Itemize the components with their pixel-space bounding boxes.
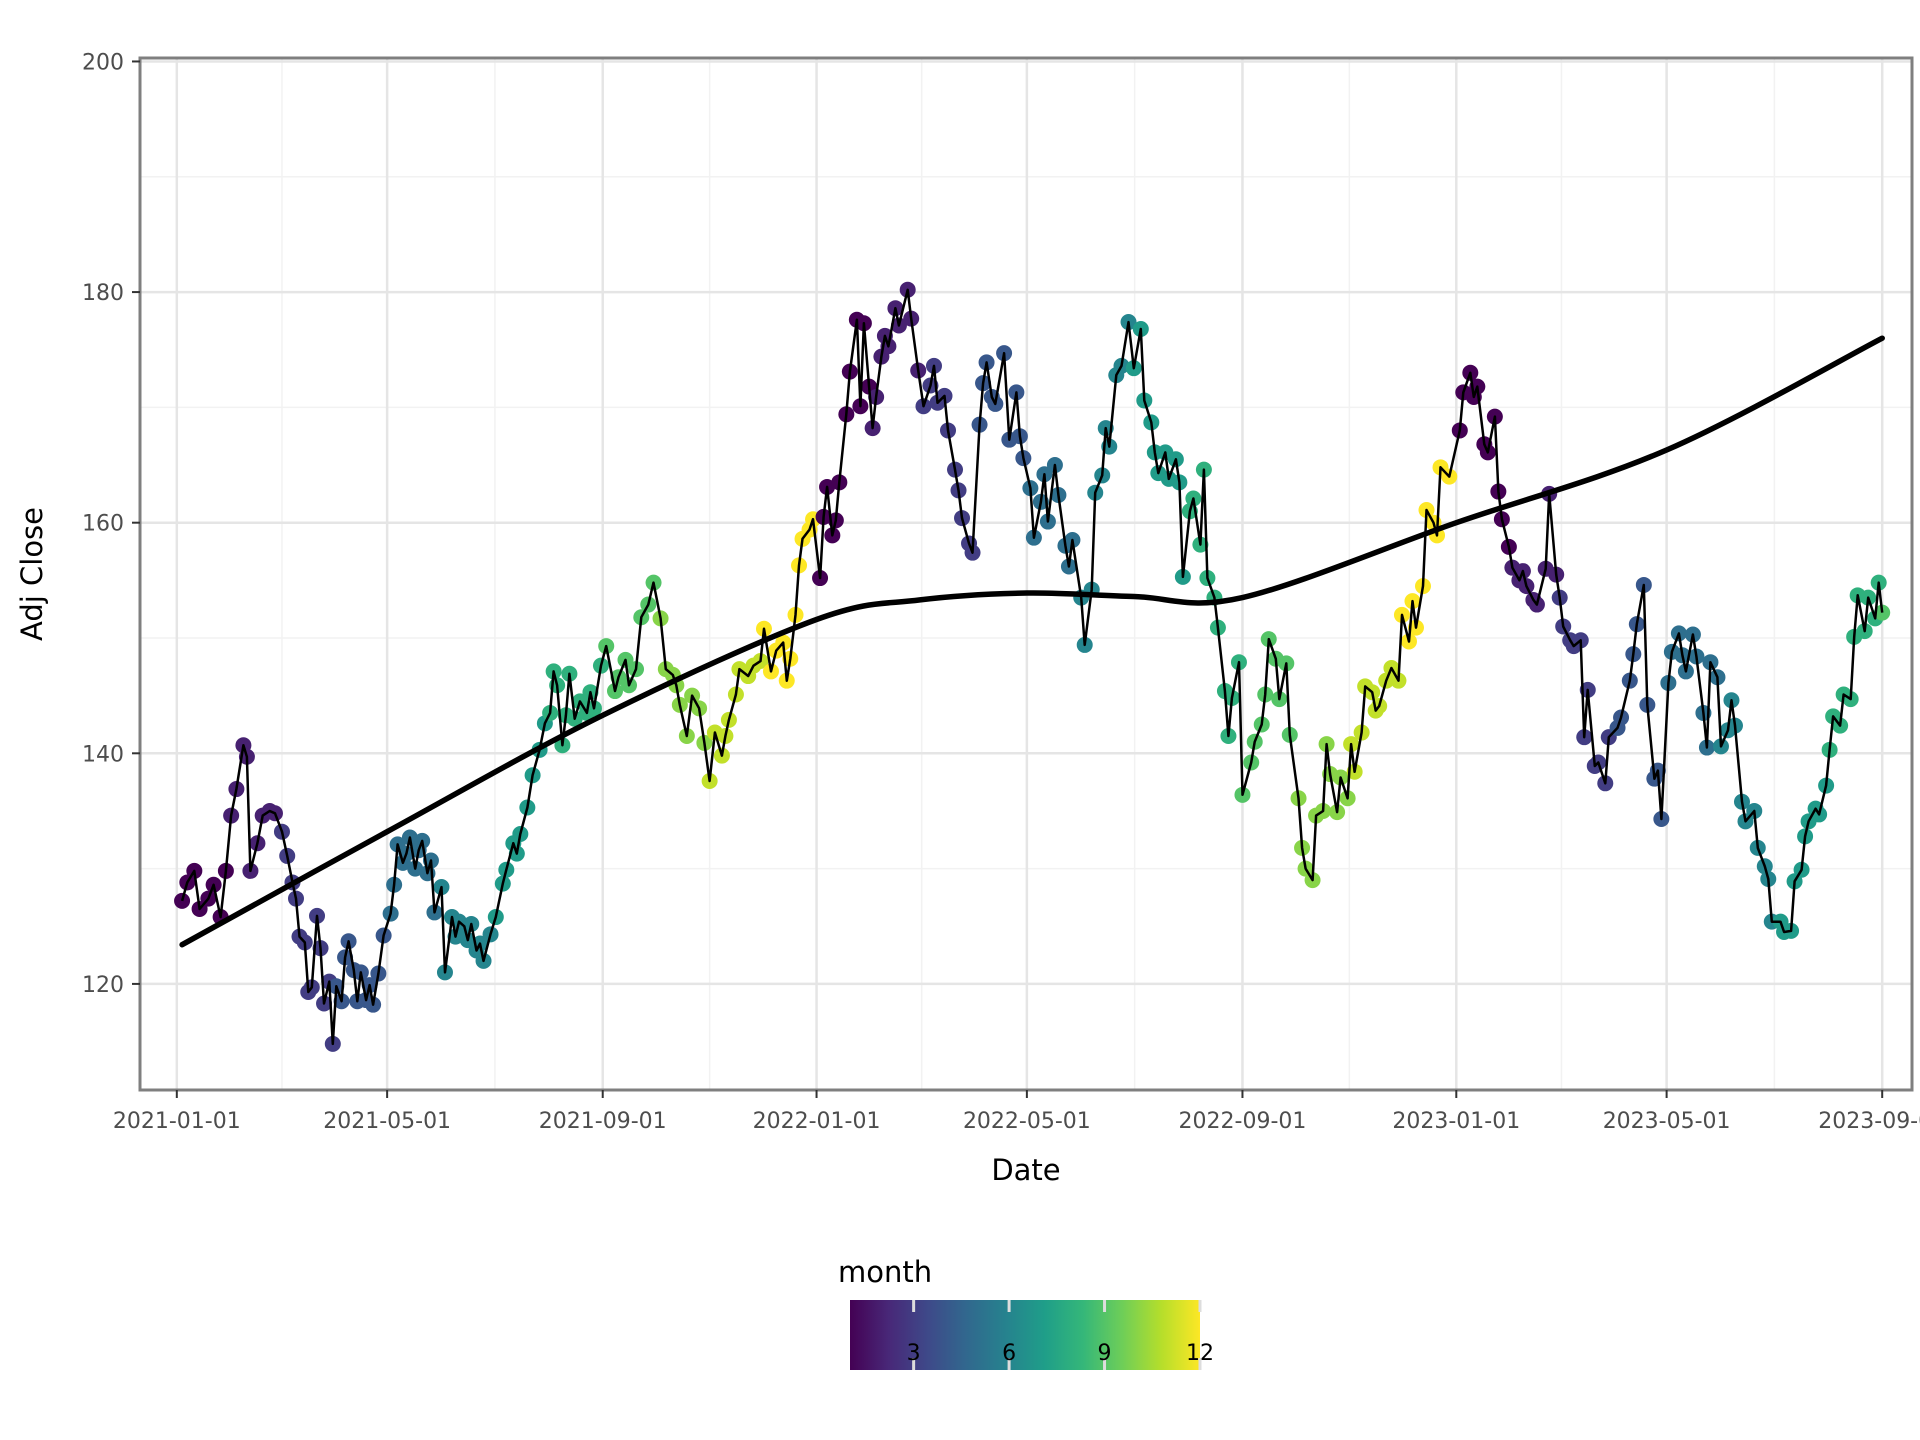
colorbar-tick-label: 12 bbox=[1186, 1341, 1214, 1366]
y-axis-title: Adj Close bbox=[15, 507, 49, 641]
x-tick-label: 2022-01-01 bbox=[753, 1109, 881, 1134]
x-tick-label: 2021-05-01 bbox=[323, 1109, 451, 1134]
price-line bbox=[180, 288, 1884, 1046]
x-tick-label: 2021-09-01 bbox=[539, 1109, 667, 1134]
data-point bbox=[174, 892, 191, 909]
y-tick-label: 140 bbox=[82, 742, 124, 767]
trend-line bbox=[179, 335, 1885, 948]
y-tick-label: 200 bbox=[82, 50, 124, 75]
x-tick-label: 2021-01-01 bbox=[113, 1109, 241, 1134]
x-tick-label: 2023-09-01 bbox=[1818, 1109, 1920, 1134]
x-axis: 2021-01-01 2021-05-01 2021-09-01 2022-01-01… bbox=[113, 1090, 1920, 1134]
y-tick-label: 120 bbox=[82, 973, 124, 998]
x-tick-label: 2023-01-01 bbox=[1392, 1109, 1520, 1134]
scatter-points bbox=[174, 281, 1891, 1052]
gridlines bbox=[140, 58, 1912, 1090]
x-axis-title: Date bbox=[991, 1153, 1060, 1187]
panel bbox=[138, 56, 1914, 1092]
colorbar bbox=[850, 1300, 1200, 1370]
x-tick-label: 2023-05-01 bbox=[1603, 1109, 1731, 1134]
data-point bbox=[1874, 604, 1891, 621]
x-tick-label: 2022-09-01 bbox=[1179, 1109, 1307, 1134]
colorbar-tick-label: 3 bbox=[907, 1341, 921, 1366]
y-tick-label: 180 bbox=[82, 281, 124, 306]
smooth-trend-line bbox=[179, 335, 1885, 948]
color-legend: month 3 6 9 12 bbox=[838, 1255, 1214, 1370]
x-tick-label: 2022-05-01 bbox=[963, 1109, 1091, 1134]
legend-title: month bbox=[838, 1255, 932, 1289]
y-axis: 120 140 160 180 200 bbox=[82, 50, 140, 998]
colorbar-tick-label: 6 bbox=[1002, 1341, 1016, 1366]
y-tick-label: 160 bbox=[82, 512, 124, 537]
colorbar-tick-label: 9 bbox=[1098, 1341, 1112, 1366]
colorbar-ticks: 3 6 9 12 bbox=[907, 1300, 1214, 1370]
